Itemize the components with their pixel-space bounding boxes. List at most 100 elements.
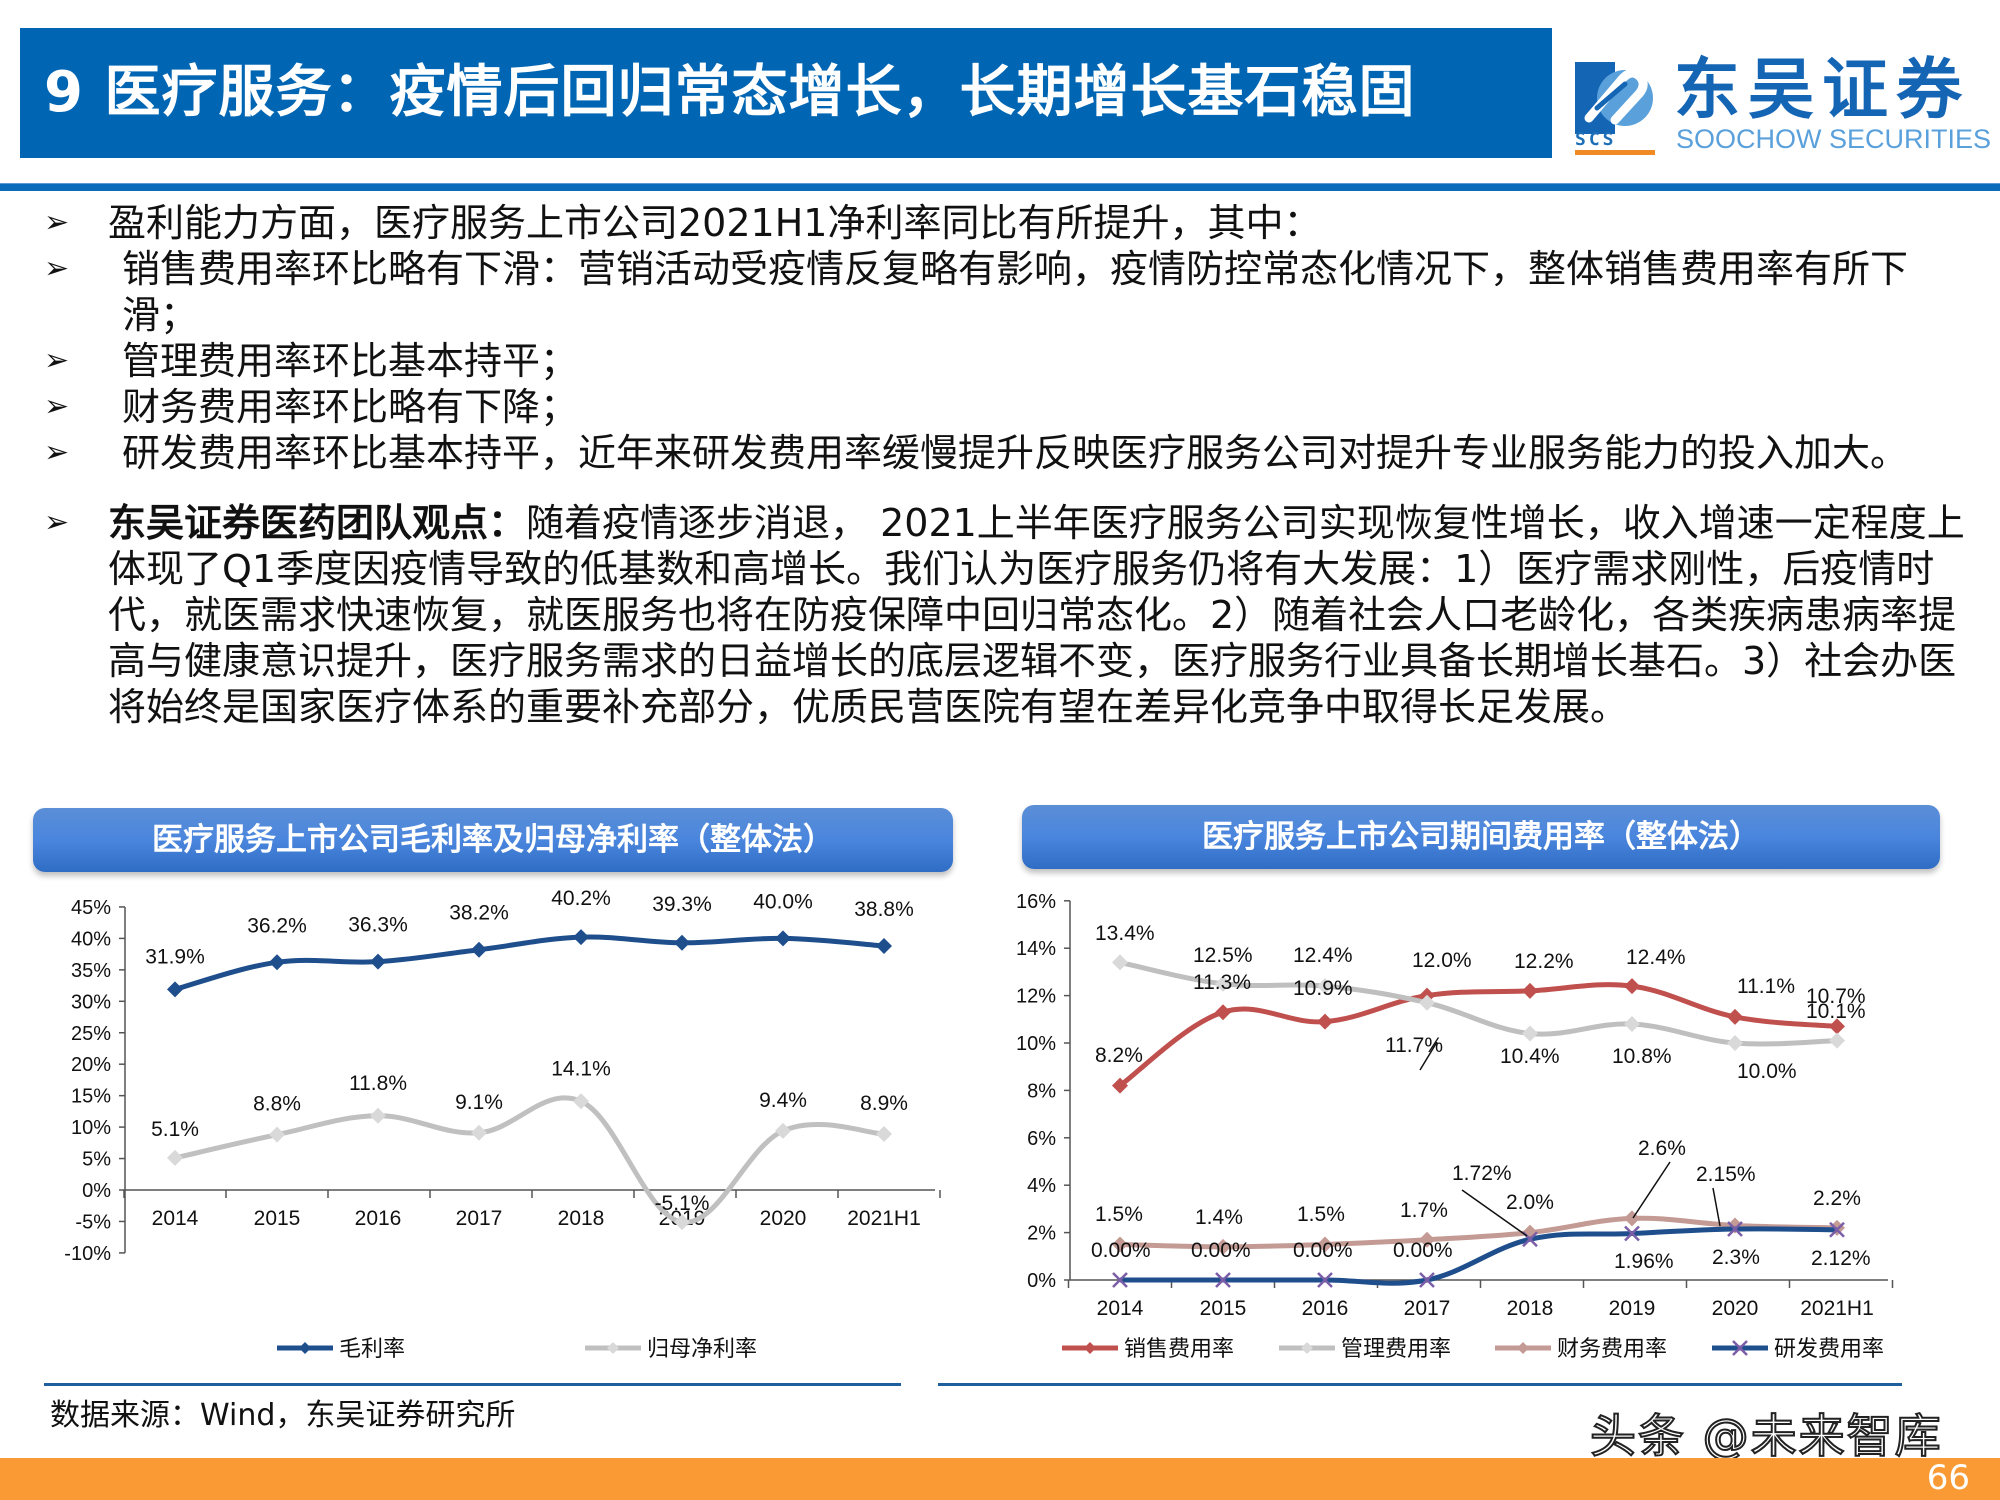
x-tick-label: 2021H1 — [1800, 1297, 1874, 1320]
x-tick-label: 2018 — [1507, 1297, 1554, 1320]
data-label: 36.3% — [348, 914, 408, 937]
chart-legend: 毛利率 归母净利率 — [277, 1336, 757, 1361]
y-tick-label: 45% — [71, 897, 111, 919]
logo-orange-bar — [1575, 150, 1655, 155]
viewpoint-text: 东吴证券医药团队观点：随着疫情逐步消退， 2021上半年医疗服务公司实现恢复性增… — [108, 501, 1965, 729]
data-label: 2.6% — [1638, 1137, 1686, 1160]
y-tick-label: 12% — [1016, 986, 1056, 1008]
data-label: 5.1% — [151, 1118, 199, 1141]
y-tick-label: 6% — [1027, 1128, 1056, 1150]
data-label: 31.9% — [145, 945, 205, 968]
diamond-marker-icon — [1624, 978, 1640, 995]
logo-scs-text: SCS — [1575, 129, 1617, 150]
viewpoint-body: 随着疫情逐步消退， 2021上半年医疗服务公司实现恢复性增长，收入增速一定程度上… — [108, 501, 1965, 729]
bullet-text: 管理费用率环比基本持平； — [122, 339, 579, 383]
diamond-marker-icon — [1215, 1004, 1231, 1021]
data-label: 11.1% — [1737, 975, 1795, 998]
data-label: 12.5% — [1193, 944, 1253, 967]
right-chart-title: 医疗服务上市公司期间费用率（整体法） — [1022, 805, 1940, 869]
y-tick-label: 2% — [1027, 1223, 1056, 1245]
y-tick-label: 40% — [71, 928, 111, 950]
diamond-marker-icon — [471, 941, 487, 958]
arrow-bullet-icon: ➢ — [44, 505, 70, 540]
diamond-marker-icon — [471, 1124, 487, 1141]
y-tick-label: 0% — [1027, 1270, 1056, 1292]
data-label: 2.2% — [1813, 1187, 1861, 1210]
x-tick-label: 2016 — [1302, 1297, 1349, 1320]
footer-rule-right — [938, 1383, 1902, 1386]
bullet-list: ➢ 盈利能力方面，医疗服务上市公司2021H1净利率同比有所提升，其中： ➢ 销… — [44, 200, 1980, 730]
data-label: 10.9% — [1293, 977, 1353, 1000]
data-label: -5.1% — [655, 1192, 710, 1215]
bullet-item: ➢ 财务费用率环比略有下降； — [44, 384, 1980, 430]
data-label: 1.96% — [1614, 1250, 1674, 1273]
data-label: 10.8% — [1612, 1045, 1672, 1068]
x-tick-label: 2020 — [1712, 1297, 1759, 1320]
leader-line — [1461, 1189, 1528, 1237]
y-tick-label: 14% — [1016, 938, 1056, 960]
data-label: 0.00% — [1293, 1239, 1353, 1262]
x-marker-icon — [1419, 1272, 1435, 1288]
y-tick-label: 15% — [71, 1086, 111, 1108]
diamond-marker-icon — [1624, 1016, 1640, 1033]
diamond-marker-icon — [1301, 1342, 1313, 1354]
series-line — [174, 1095, 885, 1225]
data-label: 2.12% — [1811, 1247, 1871, 1270]
x-tick-label: 2019 — [659, 1207, 706, 1230]
x-marker-icon — [1317, 1272, 1333, 1288]
legend-label: 管理费用率 — [1341, 1336, 1451, 1361]
left-chart-title: 医疗服务上市公司毛利率及归母净利率（整体法） — [33, 808, 953, 872]
data-label: 12.4% — [1293, 944, 1353, 967]
x-marker-icon — [1215, 1272, 1231, 1288]
leader-line — [1632, 1161, 1671, 1219]
logo-english-name: SOOCHOW SECURITIES — [1676, 124, 1992, 154]
legend-label: 财务费用率 — [1557, 1336, 1667, 1361]
x-tick-label: 2014 — [152, 1207, 199, 1230]
arrow-bullet-icon: ➢ — [44, 205, 70, 240]
diamond-marker-icon — [1522, 1025, 1538, 1042]
y-tick-label: -5% — [75, 1211, 111, 1233]
diamond-marker-icon — [573, 1093, 589, 1110]
diamond-marker-icon — [1215, 975, 1231, 992]
data-label: 0.00% — [1393, 1239, 1453, 1262]
right-expense-chart: 16% 14% 12% 10% 8% 6% 4% 2% 0% 2014 2015 2016 2017 20… — [1016, 891, 1894, 1361]
series-line — [174, 934, 885, 992]
bullet-item: ➢ 研发费用率环比基本持平，近年来研发费用率缓慢提升反映医疗服务公司对提升专业服… — [44, 430, 1980, 476]
diamond-marker-icon — [1727, 1035, 1743, 1051]
data-source: 数据来源：Wind，东吴证券研究所 — [50, 1398, 516, 1433]
diamond-marker-icon — [1215, 1238, 1231, 1255]
diamond-marker-icon — [1727, 1217, 1743, 1234]
series-line — [1119, 959, 1838, 1047]
data-label: 10.4% — [1500, 1045, 1560, 1068]
data-label: 36.2% — [247, 914, 307, 937]
y-tick-label: 30% — [71, 991, 111, 1013]
bullet-text: 盈利能力方面，医疗服务上市公司2021H1净利率同比有所提升，其中： — [108, 201, 1322, 245]
diamond-marker-icon — [674, 1214, 690, 1231]
y-tick-label: 10% — [1016, 1033, 1056, 1055]
y-tick-label: 0% — [82, 1180, 111, 1202]
data-label: 13.4% — [1095, 922, 1155, 945]
series-line — [1119, 1226, 1838, 1286]
diamond-marker-icon — [167, 981, 183, 998]
diamond-marker-icon — [1112, 1077, 1128, 1094]
chart-legend: 销售费用率 管理费用率 财务费用率 研发费用率 — [1062, 1336, 1884, 1361]
bullet-item: ➢ 盈利能力方面，医疗服务上市公司2021H1净利率同比有所提升，其中： — [44, 200, 1980, 246]
y-tick-label: 35% — [71, 960, 111, 982]
legend-label: 归母净利率 — [647, 1336, 757, 1361]
header-divider — [0, 183, 2000, 191]
diamond-marker-icon — [573, 929, 589, 946]
diamond-marker-icon — [1317, 1236, 1333, 1253]
data-label: 12.0% — [1412, 949, 1472, 972]
y-tick-label: 16% — [1016, 891, 1056, 913]
data-label: 38.8% — [854, 898, 914, 921]
x-marker-icon — [1727, 1221, 1743, 1237]
x-tick-label: 2017 — [1404, 1297, 1451, 1320]
data-label: 1.7% — [1400, 1199, 1448, 1222]
series-line — [1118, 982, 1838, 1088]
diamond-marker-icon — [1624, 1210, 1640, 1227]
diamond-marker-icon — [370, 953, 386, 970]
diamond-marker-icon — [1084, 1342, 1096, 1354]
left-margin-chart: 45% 40% 35% 30% 25% 20% 15% 10% 5% 0% -5% -10% 2014 2… — [64, 887, 941, 1361]
diamond-marker-icon — [876, 1126, 892, 1143]
data-label: 8.2% — [1095, 1044, 1143, 1067]
